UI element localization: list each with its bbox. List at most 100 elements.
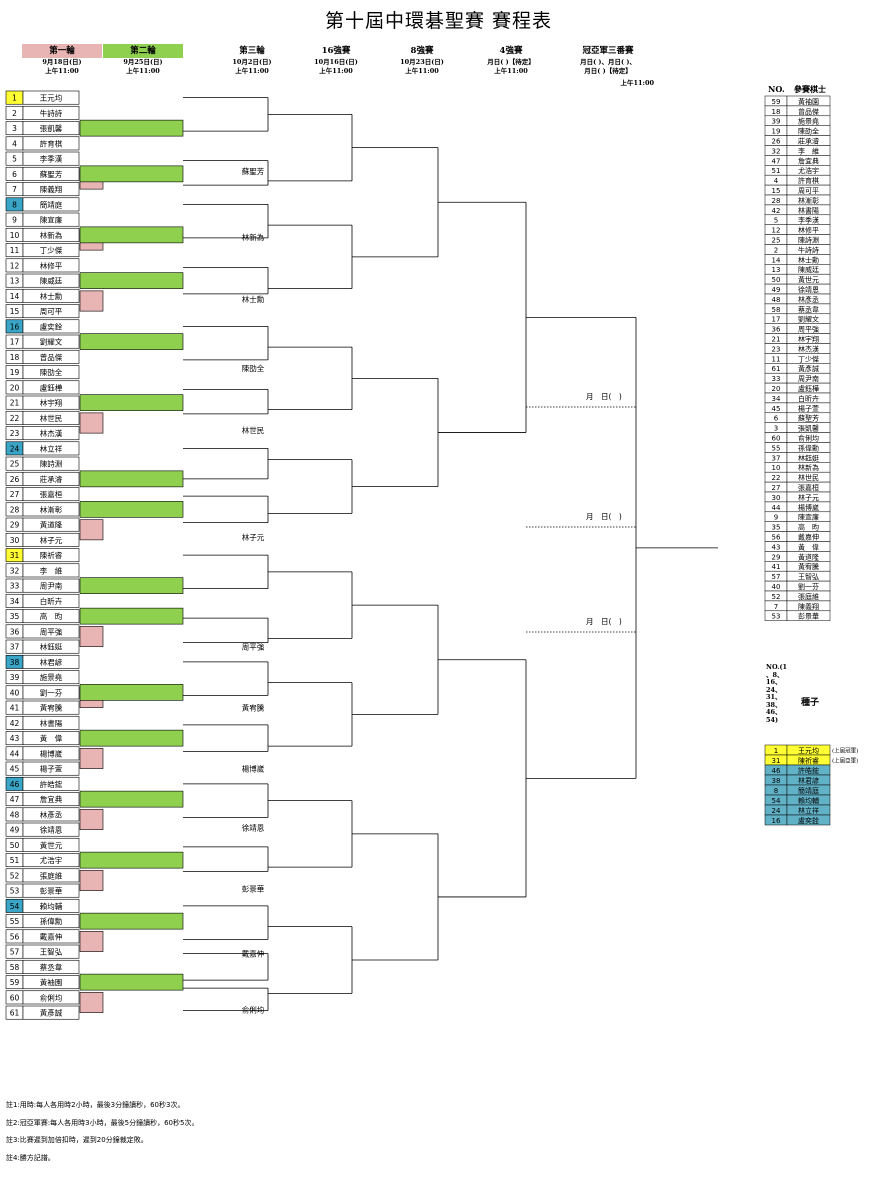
side-list-name: 周尹南 [798,374,819,383]
player-name-cell [22,929,80,944]
player-name: 彭景華 [40,886,63,896]
player-number: 6 [12,170,17,179]
side-list-no: 30 [772,494,781,502]
round-date: 月日( )【待定】 [487,58,535,66]
player-name-cell [22,349,80,364]
player-number: 56 [10,932,20,941]
side-list-no: 33 [772,375,781,383]
player-number: 55 [10,917,20,926]
player-number: 48 [10,810,20,819]
player-name: 李 維 [40,565,63,575]
match-date-label: 月 日( ) [586,617,622,626]
round-label: 4強賽 [499,46,523,56]
side-list-name: 林士勳 [798,255,819,264]
side-list-name: 盧鈺樺 [798,384,819,393]
round2-match-box [79,119,184,137]
player-name: 林子元 [40,535,63,545]
player-name-cell [22,975,80,990]
player-name-cell [22,365,80,380]
player-name-cell [22,746,80,761]
seed-no: 8 [774,787,778,795]
player-name-cell [22,868,80,883]
player-name-cell [22,700,80,715]
round2-match-box [79,912,184,930]
round3-winner: 林士勳 [242,294,265,304]
side-list-no: 59 [772,98,781,106]
player-name: 林宇翔 [40,398,63,408]
seed-name-cell [786,814,831,826]
player-number: 43 [10,734,20,743]
side-list-no: 35 [772,524,781,532]
player-number: 26 [10,475,20,484]
round-label: 第二輪 [103,44,183,58]
player-number: 38 [10,658,20,667]
side-list-no: 17 [772,316,781,324]
round1-match-box [79,519,104,541]
player-number: 61 [10,1009,20,1018]
player-name: 周尹南 [40,581,63,591]
side-list-name: 丁少傑 [798,354,819,363]
side-list-name: 劉一芬 [798,582,819,591]
player-name-cell [22,197,80,212]
player-name: 黃道隆 [40,520,63,530]
player-name: 孫偉勳 [40,916,63,926]
side-list-name: 周可平 [798,187,819,195]
side-list-no: 4 [774,177,779,185]
player-name: 陳威廷 [40,276,63,286]
player-name: 黃宥騰 [40,703,63,713]
side-list-no: 22 [772,474,781,482]
player-name-cell [22,487,80,502]
side-list-no: 19 [772,128,781,136]
player-number: 36 [10,627,20,636]
player-number: 3 [12,124,17,133]
seed-no: 1 [774,747,778,755]
round2-match-box [79,684,184,701]
player-name: 黃彥誠 [40,1008,63,1018]
player-name-cell [22,685,80,700]
round3-winner: 戴嘉伸 [242,949,265,959]
seed-name: 林立祥 [798,806,819,815]
player-name-cell [22,639,80,654]
side-list-no: 45 [772,405,781,413]
side-list-name: 黃袖園 [798,97,819,106]
seed-legend-line: 31、 [766,693,782,701]
side-list-name: 白昕卉 [798,394,819,403]
note-4: 註4:勝方記譜。 [6,1154,55,1162]
player-name-cell [22,792,80,807]
round-header-final: 冠亞軍三番賽 月日( )、月日( )、 月日( )【待定】 上午11:00 [562,44,654,88]
round2-match-box [79,333,184,350]
player-number: 5 [12,155,17,164]
player-number: 7 [12,185,17,194]
player-name-cell [22,578,80,593]
side-list-no: 61 [772,365,781,373]
side-list-no: 5 [774,217,778,225]
player-name-cell [22,944,80,959]
player-number: 24 [10,444,20,453]
side-list-no: 43 [772,543,781,551]
player-number: 19 [10,368,20,377]
side-list-no: 37 [772,454,781,462]
player-number: 28 [10,505,20,514]
round-header-8: 8強賽 10月23日(日) 上午11:00 [382,44,462,76]
player-number: 20 [10,383,20,392]
player-name: 蔡丞韋 [40,962,63,972]
player-name-cell [22,532,80,547]
round-time: 上午11:00 [319,67,353,75]
side-list-name: 劉耀文 [798,315,819,324]
player-name: 黃 偉 [40,733,63,743]
side-list-name: 許育棋 [798,176,819,185]
side-list-no: 47 [772,157,781,165]
seed-name: 許皓鋐 [798,766,819,775]
round3-winner: 蘇聖芳 [242,166,265,176]
side-list-name: 戴嘉伸 [798,533,819,542]
player-number: 12 [10,261,20,270]
player-number: 1 [12,94,17,103]
side-list-no: 51 [772,167,781,175]
side-list-name: 林杰漢 [798,344,819,353]
round-header-1: 第一輪 9月18日(日) 上午11:00 [22,44,102,76]
player-name: 丁少傑 [40,245,63,255]
note-2: 註2:冠亞軍賽:每人各用時3小時，最後5分鐘讀秒，60秒5次。 [6,1119,199,1127]
player-name: 張庭維 [40,870,63,880]
player-name-cell [22,654,80,669]
round-time: 月日( )【待定】 [584,67,632,75]
